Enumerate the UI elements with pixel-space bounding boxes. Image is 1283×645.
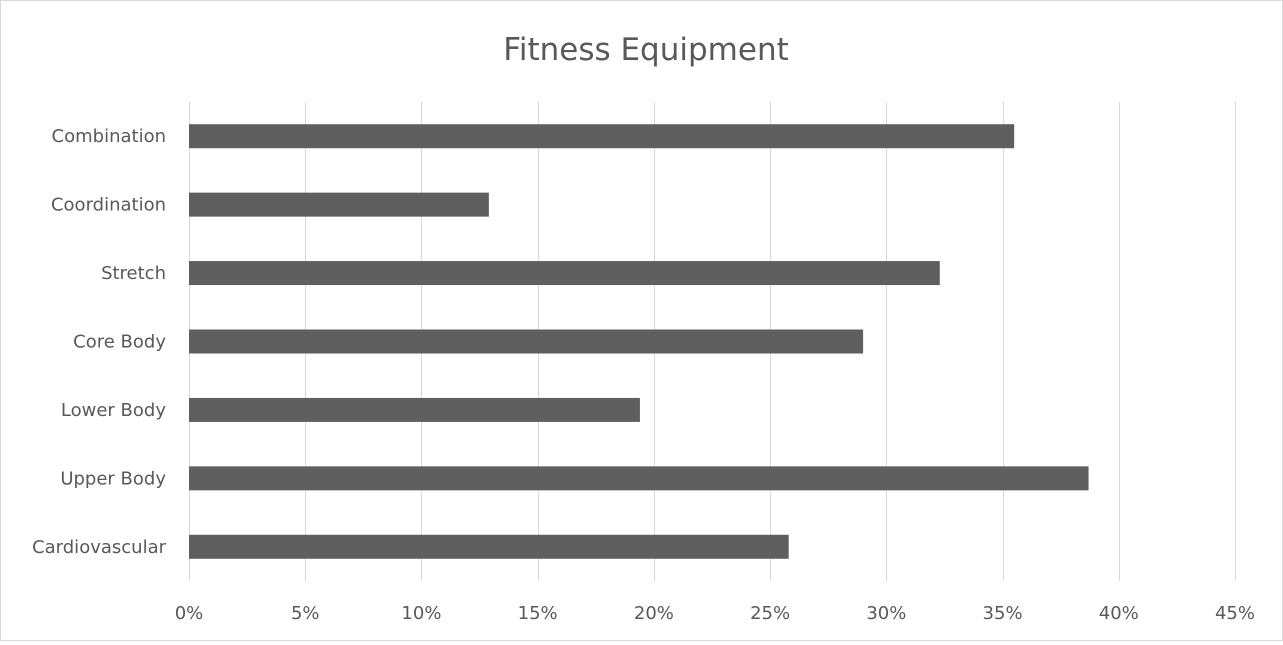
- category-labels: Cardiovascular Upper Body Lower Body Core B…: [32, 126, 167, 558]
- gridlines: [189, 102, 1236, 581]
- bar-stretch: [189, 261, 940, 286]
- bar-cardiovascular: [189, 534, 789, 559]
- chart-title: Fitness Equipment: [503, 32, 789, 68]
- x-tick-label: 25%: [750, 603, 790, 624]
- x-tick-label: 5%: [291, 603, 320, 624]
- bar-core-body: [189, 329, 864, 354]
- x-tick-label: 15%: [518, 603, 558, 624]
- x-tick-label: 20%: [634, 603, 674, 624]
- category-label: Cardiovascular: [32, 537, 167, 558]
- bar-combination: [189, 124, 1015, 149]
- category-label: Stretch: [101, 263, 166, 284]
- x-tick-label: 0%: [175, 603, 204, 624]
- x-tick-label: 30%: [866, 603, 906, 624]
- category-label: Coordination: [51, 195, 166, 216]
- x-tick-label: 10%: [401, 603, 441, 624]
- category-label: Upper Body: [60, 468, 166, 489]
- category-label: Combination: [52, 126, 166, 147]
- x-tick-labels: 0% 5% 10% 15% 20% 25% 30% 35% 40% 45%: [175, 603, 1255, 624]
- x-tick-label: 40%: [1099, 603, 1139, 624]
- category-label: Core Body: [73, 332, 166, 353]
- bar-lower-body: [189, 397, 640, 422]
- bar-upper-body: [189, 466, 1089, 491]
- bars: [189, 124, 1089, 559]
- category-label: Lower Body: [61, 400, 166, 421]
- x-tick-label: 45%: [1215, 603, 1255, 624]
- x-tick-label: 35%: [983, 603, 1023, 624]
- bar-coordination: [189, 192, 489, 217]
